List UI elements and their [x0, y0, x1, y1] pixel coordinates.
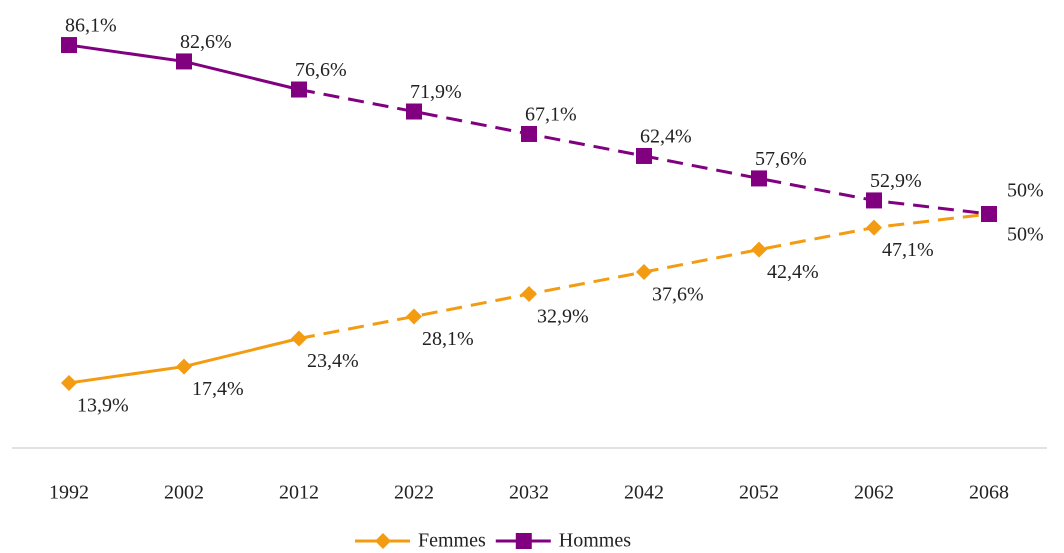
point: [751, 170, 767, 187]
x-tick-label: 2052: [739, 482, 779, 504]
point: [636, 147, 652, 164]
data-label: 28,1%: [422, 328, 474, 350]
data-label: 47,1%: [882, 239, 934, 261]
point: [176, 53, 192, 70]
legend-marker: [515, 533, 532, 549]
x-tick-label: 1992: [49, 482, 89, 504]
x-tick-label: 2042: [624, 482, 664, 504]
legend-marker: [375, 533, 391, 549]
data-label: 71,9%: [410, 81, 462, 103]
legend-label: Femmes: [418, 530, 486, 552]
point: [176, 358, 192, 375]
point: [866, 219, 882, 236]
x-tick-label: 2068: [969, 482, 1009, 504]
point: [636, 264, 652, 281]
data-label: 50%: [1007, 224, 1044, 246]
x-tick-label: 2012: [279, 482, 319, 504]
point: [406, 308, 422, 325]
point: [981, 206, 997, 222]
point: [406, 103, 422, 120]
data-label: 62,4%: [640, 126, 692, 148]
point: [521, 286, 537, 303]
legend-label: Hommes: [559, 530, 631, 552]
point: [61, 374, 77, 391]
data-label: 82,6%: [180, 31, 232, 53]
data-label: 52,9%: [870, 170, 922, 192]
data-label: 17,4%: [192, 378, 244, 400]
data-label: 23,4%: [307, 350, 359, 372]
data-label: 50%: [1007, 180, 1044, 202]
data-label: 13,9%: [77, 395, 129, 417]
x-tick-label: 2062: [854, 482, 894, 504]
point: [866, 192, 882, 209]
x-tick-label: 2002: [164, 482, 204, 504]
data-label: 42,4%: [767, 261, 819, 283]
point: [291, 81, 307, 98]
data-label: 86,1%: [65, 15, 117, 37]
point: [751, 241, 767, 258]
data-label: 37,6%: [652, 284, 704, 306]
point: [521, 125, 537, 142]
x-tick-label: 2032: [509, 482, 549, 504]
point: [291, 330, 307, 347]
data-label: 76,6%: [295, 59, 347, 81]
point: [61, 37, 77, 54]
data-label: 32,9%: [537, 306, 589, 328]
x-tick-label: 2022: [394, 482, 434, 504]
data-label: 57,6%: [755, 148, 807, 170]
data-label: 67,1%: [525, 104, 577, 126]
